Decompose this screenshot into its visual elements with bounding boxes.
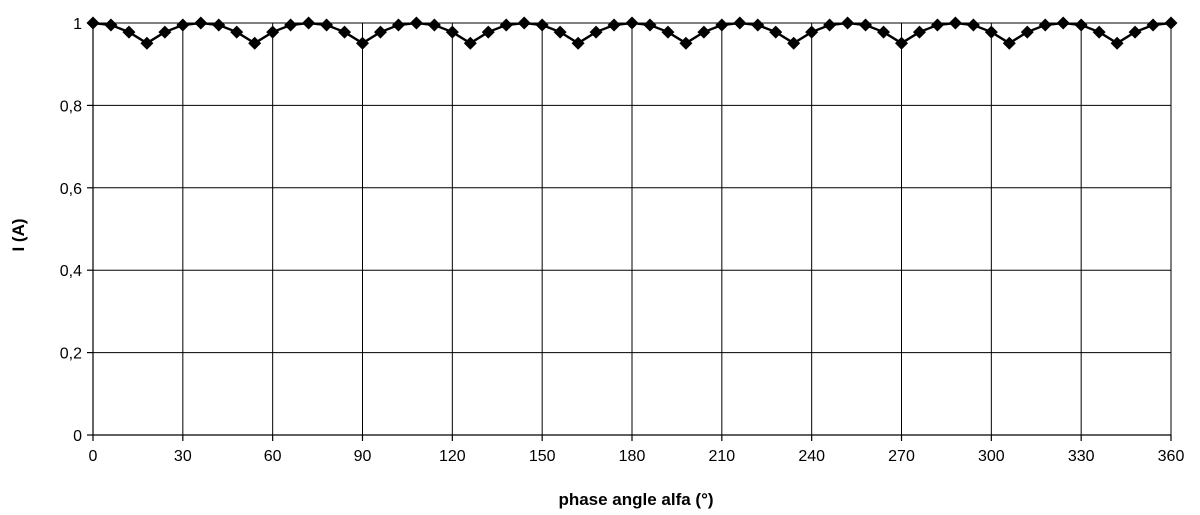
data-point [1020, 25, 1034, 39]
x-tick-labels: 0 30 60 90 120 150 180 210 240 270 300 330 360 [89, 448, 1185, 465]
data-point [266, 25, 280, 39]
data-point [1092, 25, 1106, 39]
data-point [212, 18, 226, 32]
data-point [248, 36, 262, 50]
y-tick-label: 0,8 [60, 98, 82, 115]
x-tick-label: 270 [888, 448, 915, 465]
data-point [122, 25, 136, 39]
data-point [1056, 16, 1070, 30]
data-point [625, 16, 639, 30]
data-point [1146, 18, 1160, 32]
data-point [1164, 16, 1178, 30]
data-point [481, 25, 495, 39]
data-point [284, 18, 298, 32]
x-tick-label: 240 [798, 448, 825, 465]
y-tick-label: 0,6 [60, 181, 82, 198]
data-point [499, 18, 513, 32]
data-point [320, 18, 334, 32]
x-axis-title: phase angle alfa (°) [558, 490, 713, 509]
data-point [86, 16, 100, 30]
data-point [1110, 36, 1124, 50]
data-point [751, 18, 765, 32]
data-point [535, 18, 549, 32]
data-point [158, 25, 172, 39]
y-tick-labels: 0 0,2 0,4 0,6 0,8 1 [60, 16, 82, 445]
x-tick-label: 360 [1158, 448, 1185, 465]
data-point [912, 25, 926, 39]
data-point [823, 18, 837, 32]
data-point [356, 36, 369, 50]
data-point [661, 25, 675, 39]
data-point [841, 16, 855, 30]
x-tick-label: 330 [1068, 448, 1095, 465]
data-point [194, 16, 208, 30]
data-point [373, 25, 387, 39]
data-point [930, 18, 944, 32]
x-tick-label: 300 [978, 448, 1005, 465]
data-point [1074, 18, 1088, 32]
data-point [230, 25, 244, 39]
data-series [86, 16, 1178, 50]
data-point [984, 25, 998, 39]
data-point [769, 25, 783, 39]
y-tick-label: 1 [73, 16, 82, 33]
x-tick-label: 90 [354, 448, 372, 465]
y-tick-label: 0,2 [60, 346, 82, 363]
data-point [463, 36, 477, 50]
data-point [104, 18, 118, 32]
data-point [1038, 18, 1052, 32]
data-point [697, 25, 711, 39]
x-tick-label: 150 [529, 448, 556, 465]
x-tick-label: 60 [264, 448, 282, 465]
x-tick-label: 210 [708, 448, 735, 465]
data-point [895, 36, 908, 50]
data-point [427, 18, 441, 32]
data-point [643, 18, 657, 32]
data-point [391, 18, 405, 32]
x-tick-label: 0 [89, 448, 98, 465]
y-tick-label: 0 [73, 428, 82, 445]
data-point [607, 18, 621, 32]
grid [93, 22, 1172, 435]
data-point [948, 16, 962, 30]
data-point [787, 36, 801, 50]
data-point [805, 25, 819, 39]
data-point [679, 36, 693, 50]
data-point [140, 36, 154, 50]
x-tick-label: 30 [174, 448, 192, 465]
data-point [302, 16, 316, 30]
data-point [571, 36, 585, 50]
data-point [715, 18, 729, 32]
data-point [877, 25, 891, 39]
axes [87, 22, 1172, 441]
data-point [553, 25, 567, 39]
x-tick-label: 120 [439, 448, 466, 465]
x-tick-label: 180 [619, 448, 646, 465]
data-point [176, 18, 190, 32]
y-tick-label: 0,4 [60, 263, 82, 280]
data-point [338, 25, 352, 39]
data-point [859, 18, 873, 32]
data-point [966, 18, 980, 32]
y-axis-title: I (A) [9, 218, 28, 251]
data-point [589, 25, 603, 39]
data-point [445, 25, 459, 39]
data-point [409, 16, 423, 30]
data-point [1002, 36, 1016, 50]
data-point [1128, 25, 1142, 39]
data-point [733, 16, 747, 30]
data-point [517, 16, 531, 30]
